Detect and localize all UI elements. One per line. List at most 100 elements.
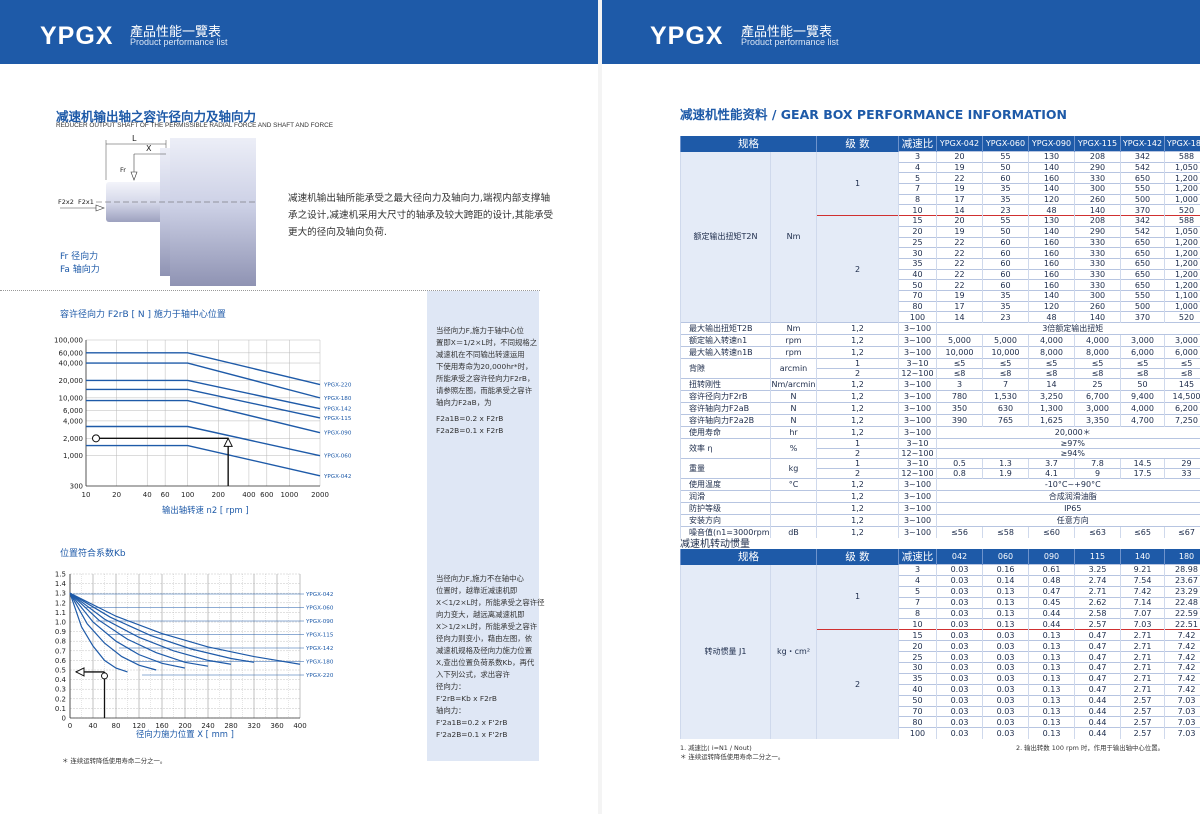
table-cell: 120 [1028,193,1075,205]
label-F2x1: F2x1 [78,198,94,206]
table-cell: 550 [1120,183,1165,195]
table-cell: 7.42 [1164,672,1200,685]
stage-cell: 1,2 [816,334,899,347]
table-cell: 20 [936,215,983,227]
table-cell: 2.57 [1120,716,1165,728]
table-cell: 1,000 [1164,193,1200,205]
left-footnote: ＊ 连续运转降低使用寿命二分之一。 [62,757,167,765]
table-cell: 208 [1074,215,1121,227]
table-cell: 22 [936,279,983,291]
table-cell: 3.25 [1074,564,1121,576]
table-cell: 50 [1120,378,1165,391]
table-cell: 630 [982,402,1029,415]
unit-cell: kg [770,458,817,479]
merged-value: ≥94% [936,448,1200,459]
table-cell: 780 [936,390,983,403]
table-cell: 290 [1074,161,1121,173]
parameter-name: 效率 η [680,438,771,459]
table-cell: 25 [898,236,937,248]
stage-cell: 1,2 [816,478,899,491]
series-line [86,425,321,457]
stage-cell: 1,2 [816,390,899,403]
header-model: 180 [1164,549,1200,565]
table-row: 容许轴向力F2a2B N 1,2 3~100 390 765 1,625 3,350 4,700… [680,414,1200,427]
unit-cell: arcmin [770,358,817,379]
table-cell: 7.42 [1164,629,1200,641]
x-tick-label: 360 [270,722,283,730]
table-cell: 60 [982,268,1029,280]
ratio-cell: 3~100 [898,502,937,515]
series-label: YPGX-060 [305,606,334,612]
table-cell: 14,500 [1164,390,1200,403]
x-tick-label: 200 [178,722,191,730]
table-cell: 160 [1028,236,1075,248]
left-header-band [0,0,598,64]
table-cell: 0.45 [1028,596,1075,609]
ratio-cell: 3~100 [898,346,937,359]
table-cell: 588 [1164,151,1200,163]
x-tick-label: 100 [181,491,194,499]
table-cell: 0.13 [1028,640,1075,652]
ratio-cell: 3~100 [898,426,937,439]
table-cell: 10 [898,618,937,630]
table-cell: 1,200 [1164,279,1200,291]
table-cell: 6,700 [1074,390,1121,403]
series-line [86,362,321,399]
table-cell: 140 [1028,289,1075,302]
table-cell: 1,625 [1028,414,1075,427]
side-note-panel [427,291,539,761]
table-cell: 330 [1074,279,1121,291]
table-header-row: 规格级 数减速比 YPGX-042 YPGX-060 YPGX-090 YPGX-115… [680,136,1200,152]
table-row: 21520551302083425881,140 [681,215,1200,323]
header-stage: 级 数 [816,136,899,152]
table-cell: 0.03 [982,672,1029,685]
table-cell: 70 [898,705,937,717]
chart1-xlabel: 输出轴转速 n2 [ rpm ] [162,505,249,515]
table-cell: 28.98 [1164,564,1200,576]
table-cell: 6,000 [1120,346,1165,359]
ratio-cell: 12~100 [898,468,937,479]
footnote-continuous: ＊ 连续运转降低使用寿命二分之一。 [680,753,785,761]
lookup-arrow-head [92,434,100,443]
x-tick-label: 320 [247,722,260,730]
lookup-arrow-tip [101,672,108,680]
table-cell: 160 [1028,247,1075,259]
table-cell: 25 [1074,378,1121,391]
table-cell: 145 [1164,378,1200,391]
lookup-arrow-tip [223,437,233,447]
table-cell: 0.03 [936,585,983,598]
y-tick-label: 0.2 [55,695,66,703]
parameter-name: 容许轴向力F2aB [680,402,771,415]
header-model: 115 [1074,549,1121,565]
table-cell: 23.67 [1164,574,1200,587]
unit-cell: N [770,414,817,427]
parameter-name: 使用温度 [680,478,771,491]
table-cell: 2.71 [1120,662,1165,674]
series-label: YPGX-180 [305,660,334,666]
table-cell: ≤5 [1164,358,1200,369]
stage-cell: 2 [816,448,899,459]
table-cell: 130 [1028,151,1075,163]
table-cell: 22 [936,172,983,184]
unit-cell: % [770,438,817,459]
y-tick-label: 10,000 [59,394,84,402]
y-tick-label: 0.1 [55,705,66,713]
stage-cell: 1 [816,358,899,369]
table-cell: 140 [1028,225,1075,237]
performance-table: 规格级 数减速比 YPGX-042 YPGX-060 YPGX-090 YPGX-115… [680,136,1200,538]
table-cell: 0.03 [982,727,1029,739]
table-cell: 370 [1120,311,1165,323]
table-cell: 0.13 [1028,672,1075,685]
table-cell: 1,200 [1164,183,1200,195]
divider [0,290,540,291]
table-cell: 19 [936,289,983,302]
table-cell: 35 [898,257,937,270]
table-cell: 2.57 [1074,618,1121,630]
table-row: 2 12~100 ≥94% [681,448,1200,459]
table-cell: 120 [1028,300,1075,312]
